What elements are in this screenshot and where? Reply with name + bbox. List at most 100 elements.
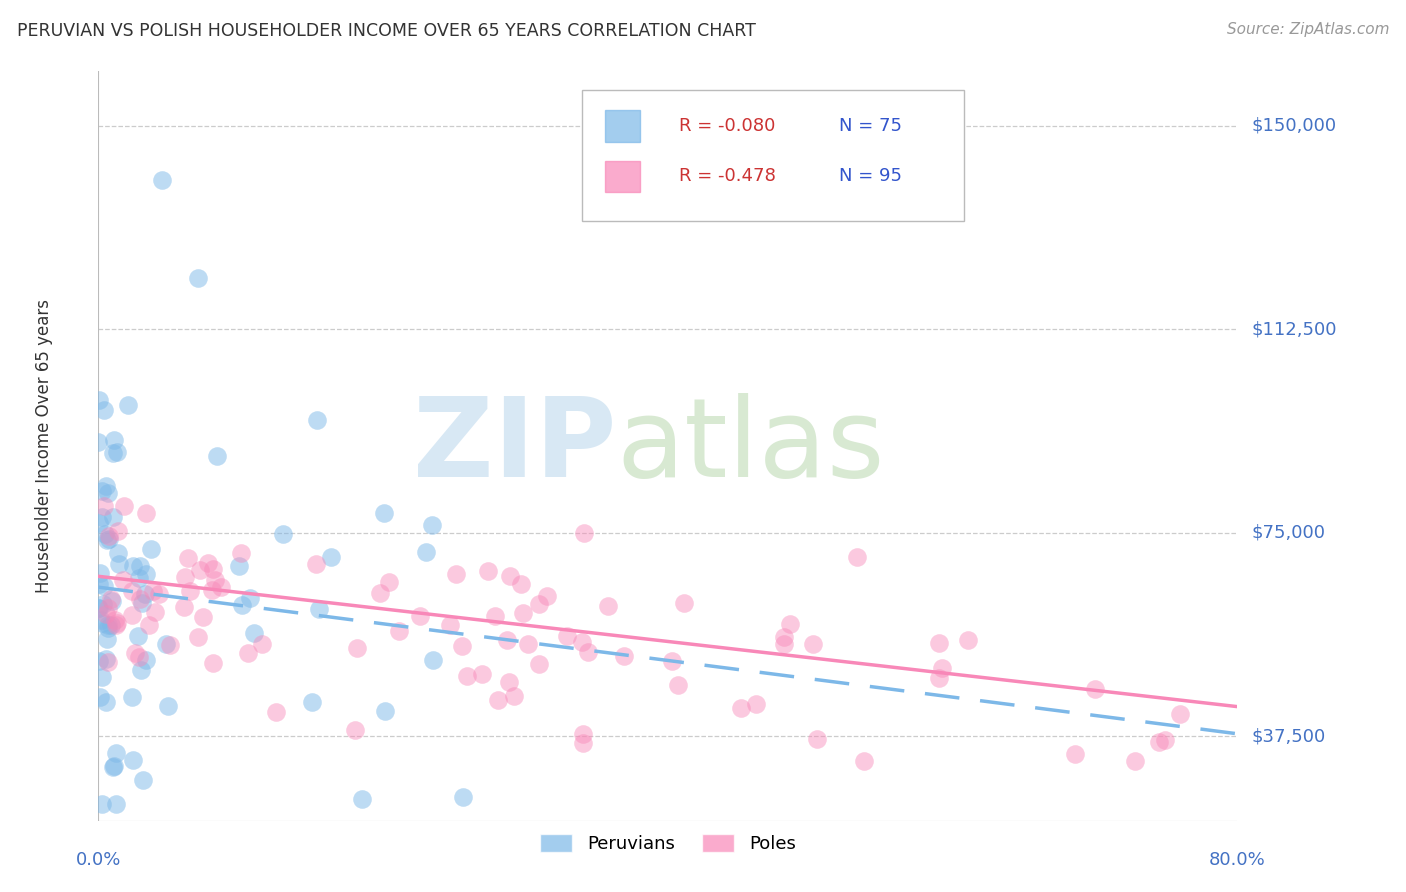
Point	[188, 563, 211, 577]
Point	[409, 608, 432, 623]
Point	[536, 589, 558, 603]
Point	[1084, 682, 1107, 697]
Point	[87, 601, 110, 615]
Point	[598, 599, 620, 614]
Point	[103, 434, 125, 448]
Point	[107, 524, 129, 538]
Point	[387, 624, 409, 638]
Point	[207, 449, 229, 463]
Point	[228, 558, 250, 573]
Point	[672, 596, 695, 610]
Point	[439, 617, 461, 632]
Point	[94, 527, 117, 541]
Point	[100, 594, 122, 608]
Point	[498, 674, 520, 689]
Point	[111, 573, 134, 587]
Point	[422, 517, 444, 532]
Point	[105, 797, 128, 812]
Point	[264, 705, 287, 719]
Point	[104, 618, 127, 632]
Point	[238, 646, 260, 660]
Point	[89, 690, 111, 705]
Point	[97, 601, 120, 615]
Point	[104, 613, 127, 627]
Point	[773, 631, 796, 645]
Point	[87, 393, 110, 408]
Text: $37,500: $37,500	[1251, 728, 1326, 746]
Y-axis label: Householder Income Over 65 years: Householder Income Over 65 years	[35, 299, 53, 593]
Point	[127, 629, 149, 643]
Point	[308, 602, 330, 616]
Point	[93, 579, 115, 593]
Point	[187, 631, 209, 645]
Point	[571, 635, 593, 649]
Point	[129, 663, 152, 677]
Text: ZIP: ZIP	[413, 392, 617, 500]
Point	[193, 610, 215, 624]
Text: $75,000: $75,000	[1251, 524, 1326, 541]
Point	[104, 746, 127, 760]
Point	[344, 723, 367, 737]
Point	[101, 446, 124, 460]
Point	[156, 698, 179, 713]
Point	[100, 591, 122, 606]
Point	[108, 557, 131, 571]
Point	[97, 529, 120, 543]
Point	[96, 632, 118, 647]
Point	[477, 564, 499, 578]
Point	[373, 506, 395, 520]
Point	[90, 484, 112, 499]
Point	[350, 792, 373, 806]
Point	[87, 654, 110, 668]
Point	[87, 516, 110, 530]
FancyBboxPatch shape	[582, 90, 965, 221]
Point	[201, 583, 224, 598]
Point	[484, 608, 506, 623]
Point	[101, 760, 124, 774]
Point	[572, 736, 595, 750]
Point	[152, 173, 174, 187]
Point	[187, 270, 209, 285]
Point	[779, 617, 801, 632]
Point	[96, 533, 118, 547]
Text: atlas: atlas	[617, 392, 886, 500]
Point	[101, 509, 124, 524]
Text: N = 75: N = 75	[839, 117, 901, 135]
Point	[806, 732, 828, 747]
Point	[957, 632, 980, 647]
Point	[444, 566, 467, 581]
Point	[745, 697, 768, 711]
Point	[197, 556, 219, 570]
Point	[201, 656, 224, 670]
Point	[142, 583, 165, 598]
Point	[89, 566, 111, 580]
Point	[1123, 754, 1146, 768]
Point	[135, 506, 157, 520]
Text: 0.0%: 0.0%	[76, 851, 121, 869]
Point	[495, 632, 517, 647]
Text: $150,000: $150,000	[1251, 117, 1336, 135]
Point	[155, 638, 177, 652]
Point	[321, 549, 343, 564]
Point	[96, 479, 118, 493]
Point	[91, 616, 114, 631]
Point	[124, 646, 146, 660]
Point	[204, 573, 226, 587]
Point	[128, 649, 150, 664]
Point	[239, 591, 262, 605]
Point	[145, 605, 167, 619]
Point	[90, 510, 112, 524]
Point	[131, 596, 153, 610]
Point	[97, 486, 120, 500]
Point	[377, 574, 399, 589]
Legend: Peruvians, Poles: Peruvians, Poles	[533, 827, 803, 860]
Text: N = 95: N = 95	[839, 168, 901, 186]
Point	[138, 617, 160, 632]
Point	[1154, 732, 1177, 747]
Point	[301, 695, 323, 709]
Point	[666, 678, 689, 692]
Point	[121, 584, 143, 599]
Point	[509, 577, 531, 591]
Point	[97, 621, 120, 635]
Point	[91, 598, 114, 612]
